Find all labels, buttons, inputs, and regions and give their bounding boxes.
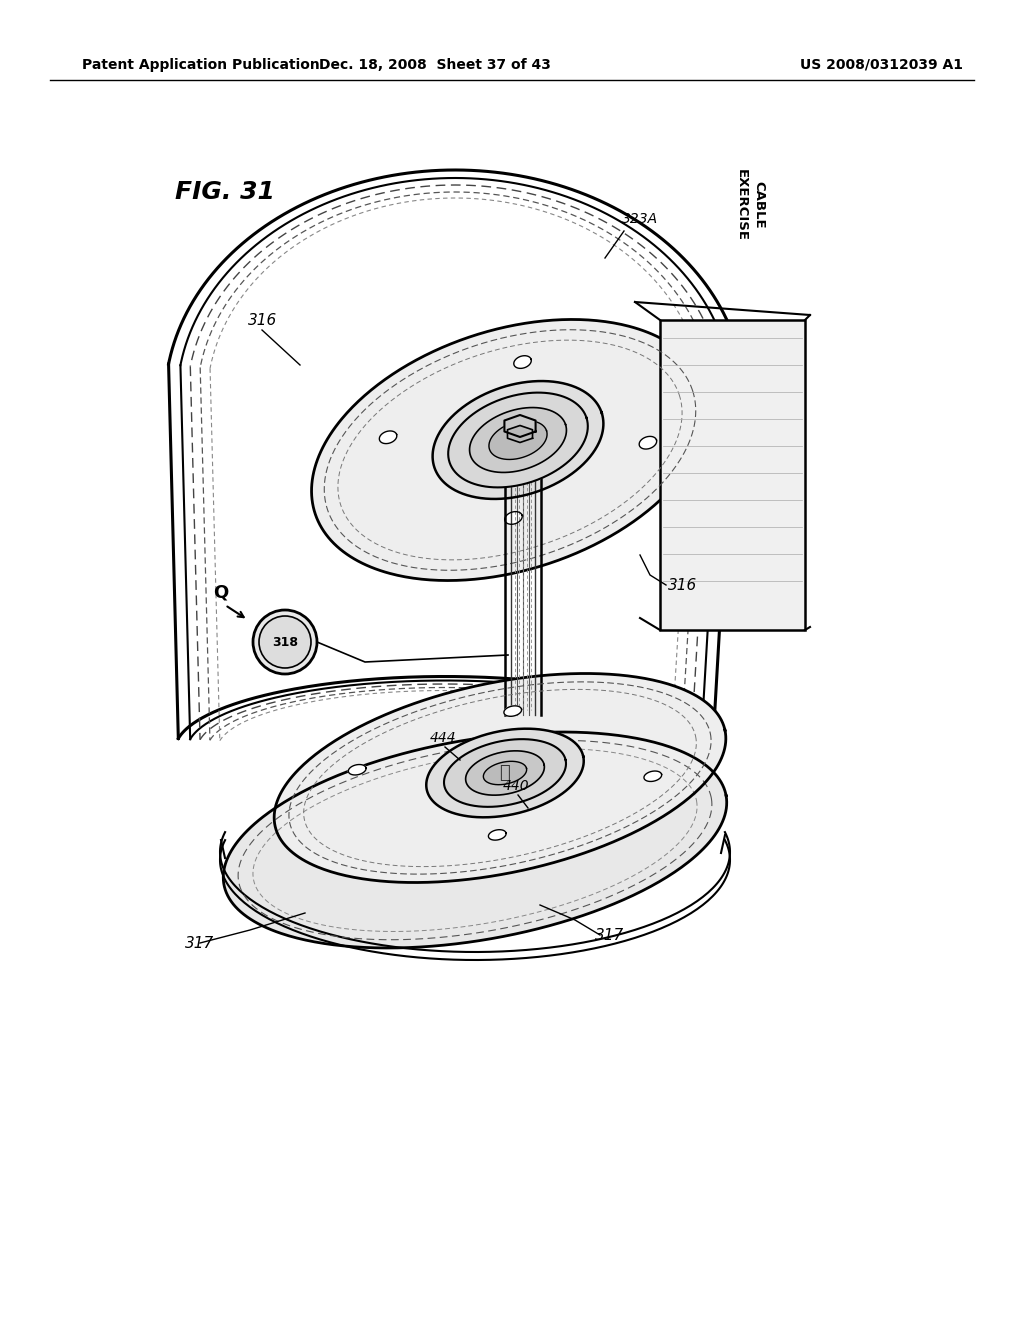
Polygon shape: [466, 751, 545, 795]
Polygon shape: [505, 414, 536, 437]
Polygon shape: [223, 733, 727, 948]
Text: Dec. 18, 2008  Sheet 37 of 43: Dec. 18, 2008 Sheet 37 of 43: [319, 58, 551, 73]
Polygon shape: [514, 355, 531, 368]
Polygon shape: [488, 830, 506, 840]
Text: 317: 317: [595, 928, 625, 942]
Polygon shape: [449, 392, 588, 487]
Text: FIG. 31: FIG. 31: [175, 180, 274, 205]
Polygon shape: [488, 421, 547, 459]
Text: 318: 318: [272, 635, 298, 648]
Text: 444: 444: [430, 731, 457, 744]
Text: 440: 440: [503, 779, 529, 793]
Polygon shape: [274, 673, 726, 883]
Polygon shape: [432, 381, 603, 499]
Text: 323A: 323A: [622, 213, 658, 226]
Polygon shape: [348, 764, 366, 775]
Polygon shape: [639, 437, 656, 449]
Polygon shape: [483, 762, 526, 784]
Polygon shape: [444, 739, 566, 807]
Text: US 2008/0312039 A1: US 2008/0312039 A1: [800, 58, 963, 73]
Polygon shape: [426, 729, 584, 817]
Polygon shape: [504, 706, 521, 717]
Polygon shape: [505, 512, 522, 524]
Text: 317: 317: [185, 936, 214, 950]
Polygon shape: [311, 319, 709, 581]
Text: ⏛: ⏛: [500, 764, 510, 781]
Text: 316: 316: [248, 313, 278, 327]
Polygon shape: [508, 425, 532, 442]
Bar: [660, 319, 805, 630]
Polygon shape: [379, 430, 397, 444]
Circle shape: [253, 610, 317, 675]
Text: CABLE
EXERCISE: CABLE EXERCISE: [735, 169, 765, 242]
Text: Patent Application Publication: Patent Application Publication: [82, 58, 319, 73]
Text: 316: 316: [668, 578, 697, 593]
Text: Q: Q: [213, 583, 228, 601]
Polygon shape: [470, 408, 566, 473]
Circle shape: [259, 616, 311, 668]
Polygon shape: [644, 771, 662, 781]
